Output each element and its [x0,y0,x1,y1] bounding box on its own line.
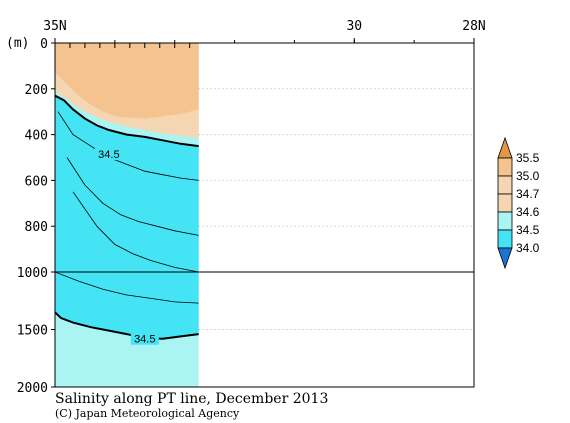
credit-line: (C) Japan Meteorological Agency [55,407,240,420]
colorbar-label: 35.0 [516,169,540,183]
y-tick-label: 1000 [17,266,48,281]
contour-line-34.35 [66,157,199,236]
colorbar-extend-top [497,136,513,159]
contour-label: 34.5 [134,334,155,346]
contour-line-34.25 [55,271,199,304]
colorbar-label: 34.5 [516,223,540,237]
colorbar-segment [497,229,513,249]
contour-label-bg [94,147,123,161]
x-tick-label: 30 [346,19,362,34]
colorbar-segment [497,175,513,195]
y-tick-label: 0 [40,37,48,52]
x-tick-label: 35N [43,19,66,34]
y-tick-label: 2000 [17,381,48,396]
y-tick-label: 400 [25,129,48,144]
colorbar: 35.5 35.0 34.7 34.6 34.5 34.0 [497,136,540,270]
contour-label-bg [130,331,159,345]
colorbar-segment [497,193,513,213]
contour-line-34.4 [57,111,199,181]
band-35.0-35.5 [55,43,199,119]
y-axis: 0 200 400 600 800 1000 1500 2000 [17,37,55,396]
colorbar-label: 34.0 [516,241,540,255]
colorbar-label: 34.6 [516,205,540,219]
y-tick-label: 1500 [17,324,48,339]
salinity-bands [55,43,199,387]
colorbar-segment [497,211,513,231]
chart-title: Salinity along PT line, December 2013 [55,391,328,407]
y-tick-label: 200 [25,83,48,98]
contour-line-34.3 [72,191,199,273]
colorbar-label: 34.7 [516,187,540,201]
y-tick-label: 800 [25,220,48,235]
contour-lines [55,94,199,340]
plot-frame [54,42,475,388]
contour-label: 34.5 [98,149,119,161]
colorbar-extend-bottom [497,247,513,270]
band-34.6-34.7 [55,92,199,147]
contour-line-34.5 [55,311,199,340]
colorbar-label: 35.5 [516,151,540,165]
contour-labels: 34.5 34.5 [94,147,159,346]
gridlines [198,88,474,330]
x-tick-label: 28N [462,19,485,34]
y-axis-unit-label: (m) [6,36,29,51]
colorbar-segment [497,157,513,177]
x-axis: 35N 30 28N [43,19,486,48]
y-tick-label: 600 [25,174,48,189]
contour-line-34.5 [55,94,199,148]
